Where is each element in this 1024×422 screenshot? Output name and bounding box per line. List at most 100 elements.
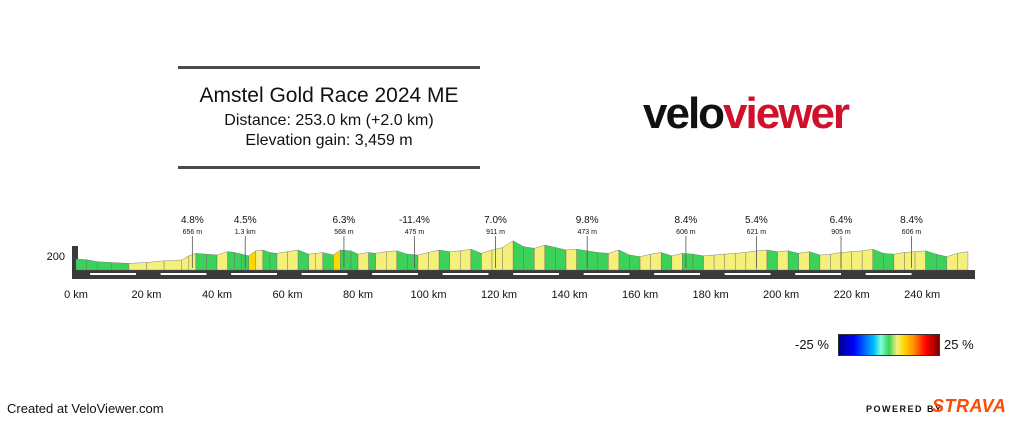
distance-marker (301, 273, 348, 275)
climb-length-label: 621 m (747, 229, 767, 236)
profile-segment (438, 249, 450, 271)
x-tick-label: 160 km (622, 289, 658, 301)
race-title: Amstel Gold Race 2024 ME (199, 84, 459, 107)
climb-gradient-label: 4.8% (181, 215, 204, 226)
profile-segment (861, 248, 873, 271)
profile-segment (534, 244, 546, 271)
climb-gradient-label: 6.3% (333, 215, 356, 226)
profile-segment (340, 249, 352, 271)
profile-segment (629, 254, 641, 271)
profile-segment (297, 249, 309, 271)
profile-segment (787, 250, 799, 271)
profile-segment (925, 250, 937, 271)
distance-marker (865, 273, 912, 275)
profile-segment (407, 253, 419, 271)
x-tick-label: 120 km (481, 289, 517, 301)
profile-segment (872, 248, 884, 271)
profile-segment (914, 250, 926, 271)
x-tick-label: 60 km (273, 289, 303, 301)
profile-segment (396, 250, 408, 271)
profile-segment (128, 262, 147, 271)
profile-segment (146, 260, 165, 271)
title-top-rule (178, 66, 480, 69)
profile-segment (544, 244, 556, 271)
profile-segment (386, 250, 398, 271)
profile-segment (555, 247, 567, 271)
x-tick-label: 20 km (132, 289, 162, 301)
profile-segment (276, 251, 288, 271)
elevation-profile-chart: 200 4.8% 656 m 4.5% 1.3 km 6.3% 568 m -11.4% 475… (47, 215, 975, 301)
profile-segment (713, 253, 725, 271)
profile-segment (618, 249, 630, 271)
elevation-text: Elevation gain: 3,459 m (245, 132, 413, 149)
start-marker (72, 246, 78, 279)
profile-segment (957, 251, 969, 271)
title-box: Amstel Gold Race 2024 ME Distance: 253.0… (178, 66, 480, 170)
profile-segment (315, 252, 323, 271)
legend-max-label: 25 % (944, 337, 974, 352)
profile-segment (75, 258, 87, 271)
climb-length-label: 473 m (577, 229, 597, 236)
profile-segment (904, 251, 916, 271)
distance-marker (442, 273, 489, 275)
distance-text: Distance: 253.0 km (+2.0 km) (224, 112, 434, 129)
profile-segment (375, 251, 387, 271)
climb-gradient-label: 4.5% (234, 215, 257, 226)
x-tick-label: 0 km (64, 289, 88, 301)
profile-segment (936, 253, 947, 271)
profile-segment (798, 251, 810, 271)
climb-gradient-label: 6.4% (830, 215, 853, 226)
profile-segment (692, 253, 704, 271)
x-tick-label: 40 km (202, 289, 232, 301)
x-tick-label: 140 km (552, 289, 588, 301)
profile-segment (682, 253, 694, 271)
profile-segment (661, 252, 673, 271)
profile-segment (350, 250, 359, 271)
y-tick-label: 200 (47, 251, 65, 263)
profile-segment (608, 249, 620, 271)
x-tick-label: 220 km (834, 289, 870, 301)
profile-segment (357, 252, 369, 271)
title-bottom-rule (178, 166, 480, 169)
distance-marker (513, 273, 559, 275)
climb-gradient-label: -11.4% (399, 215, 430, 226)
profile-segment (650, 252, 662, 271)
distance-marker (160, 273, 207, 275)
climb-gradient-label: 8.4% (900, 215, 923, 226)
climb-length-label: 475 m (405, 229, 425, 236)
profile-segment (417, 252, 429, 271)
climb-gradient-label: 5.4% (745, 215, 768, 226)
profile-segment (470, 248, 482, 271)
profile-segment (481, 249, 493, 271)
distance-marker (795, 273, 842, 275)
x-tick-label: 100 km (411, 289, 447, 301)
x-tick-label: 80 km (343, 289, 373, 301)
profile-segment (428, 249, 440, 271)
profile-segment (502, 240, 514, 271)
profile-segment (597, 252, 609, 271)
climb-length-label: 606 m (676, 229, 696, 236)
strava-logo: STRAVA (932, 396, 1007, 416)
climb-gradient-label: 9.8% (576, 215, 599, 226)
profile-segment (163, 259, 182, 271)
profile-segment (227, 251, 235, 271)
climb-length-label: 656 m (183, 229, 203, 236)
profile-segment (322, 252, 334, 271)
profile-segment (308, 253, 316, 271)
climb-length-label: 1.3 km (235, 229, 256, 236)
profile-segment (946, 253, 958, 271)
profile-segment (368, 252, 376, 271)
distance-marker (90, 273, 136, 275)
profile-segment (206, 253, 218, 271)
profile-segment (262, 249, 271, 271)
profile-segment (703, 254, 715, 271)
profile-segment (777, 250, 789, 271)
profile-segment (576, 248, 588, 271)
profile-segment (735, 252, 747, 271)
climb-gradient-label: 7.0% (484, 215, 507, 226)
climb-gradient-label: 8.4% (675, 215, 698, 226)
profile-segment (819, 253, 831, 271)
profile-segment (893, 252, 905, 271)
profile-segment (333, 249, 341, 271)
profile-segment (745, 250, 757, 271)
